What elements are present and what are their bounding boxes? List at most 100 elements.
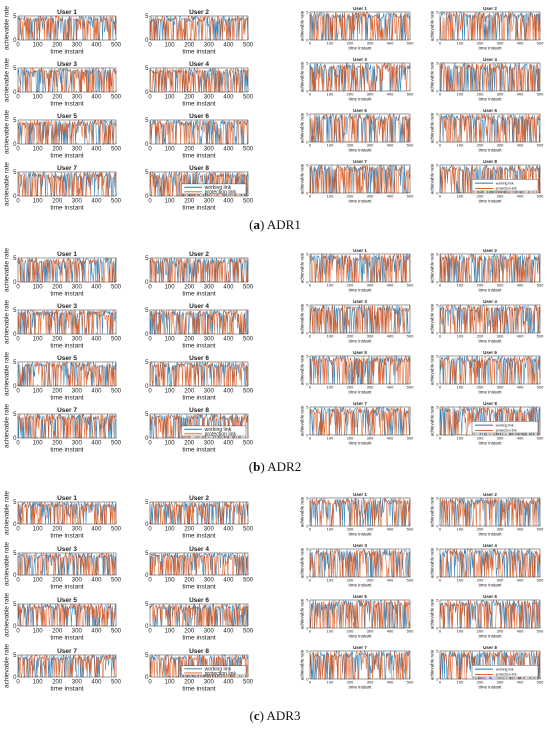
x-axis-label: time instant (348, 532, 372, 537)
x-tick-label: 100 (457, 194, 464, 199)
x-tick-label: 500 (537, 92, 544, 97)
y-tick-label: 0 (436, 88, 439, 93)
series-line-protection-link (149, 654, 249, 678)
y-axis-label: achievable rate (300, 598, 305, 629)
axes-box (439, 164, 541, 194)
y-axis-label: achievable rate (300, 649, 305, 680)
legend-entry: protection link (205, 432, 237, 438)
x-tick-label: 500 (407, 578, 414, 583)
y-axis-label: achievable rate (300, 547, 305, 578)
legend-box (181, 425, 247, 437)
subplot-title: User 1 (57, 251, 77, 258)
x-tick-label: 0 (439, 629, 442, 634)
caption-text: ADR2 (267, 459, 302, 474)
subplot-user-4: User 4 0 100 200 300 400 500 0 5 time instant achi… (430, 57, 545, 102)
subplot-user-6: User 6 0 100 200 300 400 500 0 5 time instant (145, 597, 254, 642)
x-tick-label: 300 (204, 578, 215, 584)
x-tick-label: 400 (517, 334, 524, 339)
x-tick-label: 300 (72, 680, 83, 686)
x-tick-label: 0 (439, 41, 442, 46)
axes-box (17, 15, 117, 41)
x-tick-label: 400 (223, 285, 234, 291)
legend-box (181, 183, 247, 195)
y-tick-label: 0 (436, 190, 439, 195)
x-tick-label: 400 (91, 285, 102, 291)
y-tick-label: 5 (13, 170, 17, 176)
y-tick-label: 5 (145, 602, 149, 608)
series-line-protection-link (439, 548, 541, 578)
y-tick-label: 0 (436, 279, 439, 284)
y-axis-label: achievable rate (300, 112, 305, 143)
series-line-protection-link (17, 413, 117, 439)
subplot-title: User 6 (483, 594, 497, 599)
subplot-title: User 2 (189, 251, 209, 258)
x-tick-label: 0 (309, 680, 312, 685)
x-tick-label: 200 (347, 629, 354, 634)
x-tick-label: 400 (387, 283, 394, 288)
series-line-protection-link (309, 62, 411, 92)
x-tick-label: 100 (33, 389, 44, 395)
x-tick-label: 400 (387, 680, 394, 685)
axes-box (17, 552, 117, 576)
subplot-user-7: User 7 0 100 200 300 400 500 0 5 time instant achi… (3, 644, 121, 693)
subplot-user-3: User 3 0 100 200 300 400 500 0 5 time instant achi… (300, 57, 415, 102)
x-tick-label: 500 (243, 147, 254, 153)
x-tick-label: 500 (243, 527, 254, 533)
y-tick-label: 0 (306, 88, 309, 93)
x-tick-label: 300 (367, 92, 374, 97)
subplot-user-8: User 8 0 100 200 300 400 500 0 5 time instant work… (145, 648, 254, 693)
x-tick-label: 100 (165, 680, 176, 686)
x-tick-label: 100 (457, 334, 464, 339)
x-tick-label: 300 (72, 629, 83, 635)
x-axis-label: time instant (182, 205, 215, 212)
x-tick-label: 100 (33, 629, 44, 635)
y-tick-label: 0 (436, 574, 439, 579)
x-tick-label: 400 (91, 680, 102, 686)
y-tick-label: 5 (145, 308, 149, 314)
x-tick-label: 0 (16, 680, 20, 686)
y-tick-label: 5 (306, 495, 309, 500)
x-tick-label: 500 (243, 43, 254, 49)
x-axis-label: time instant (182, 49, 215, 56)
x-axis-label: time instant (348, 583, 372, 588)
x-tick-label: 300 (497, 527, 504, 532)
axes-box (17, 413, 117, 439)
x-tick-label: 500 (111, 337, 122, 343)
axes-box (149, 654, 249, 678)
series-line-working-link (439, 355, 541, 385)
x-tick-label: 100 (165, 578, 176, 584)
x-tick-label: 0 (148, 680, 152, 686)
y-tick-label: 0 (306, 381, 309, 386)
x-tick-label: 100 (457, 578, 464, 583)
x-tick-label: 100 (457, 629, 464, 634)
axes-box (17, 654, 117, 678)
x-tick-label: 100 (33, 285, 44, 291)
axes-box (149, 119, 249, 145)
x-tick-label: 0 (16, 578, 20, 584)
legend-entry: working link (496, 423, 514, 427)
y-tick-label: 0 (13, 675, 17, 681)
y-tick-label: 0 (436, 523, 439, 528)
x-tick-label: 100 (165, 337, 176, 343)
legend-entry: working link (205, 667, 232, 673)
x-tick-label: 500 (537, 143, 544, 148)
x-tick-label: 100 (327, 385, 334, 390)
y-tick-label: 0 (145, 522, 149, 528)
y-tick-label: 5 (13, 653, 17, 659)
x-tick-label: 100 (457, 436, 464, 441)
x-axis-label: time instant (50, 686, 83, 693)
x-tick-label: 0 (309, 41, 312, 46)
x-tick-label: 100 (327, 41, 334, 46)
x-tick-label: 100 (457, 385, 464, 390)
x-tick-label: 200 (477, 194, 484, 199)
x-tick-label: 300 (72, 337, 83, 343)
x-tick-label: 500 (537, 578, 544, 583)
subplot-title: User 2 (189, 495, 209, 502)
subplot-user-3: User 3 0 100 200 300 400 500 0 5 time instant achi… (300, 543, 415, 588)
x-tick-label: 400 (91, 578, 102, 584)
subplot-user-5: User 5 0 100 200 300 400 500 0 5 time instant achi… (300, 350, 415, 395)
subplot-title: User 7 (353, 159, 367, 164)
x-tick-label: 0 (309, 194, 312, 199)
x-tick-label: 400 (223, 95, 234, 101)
